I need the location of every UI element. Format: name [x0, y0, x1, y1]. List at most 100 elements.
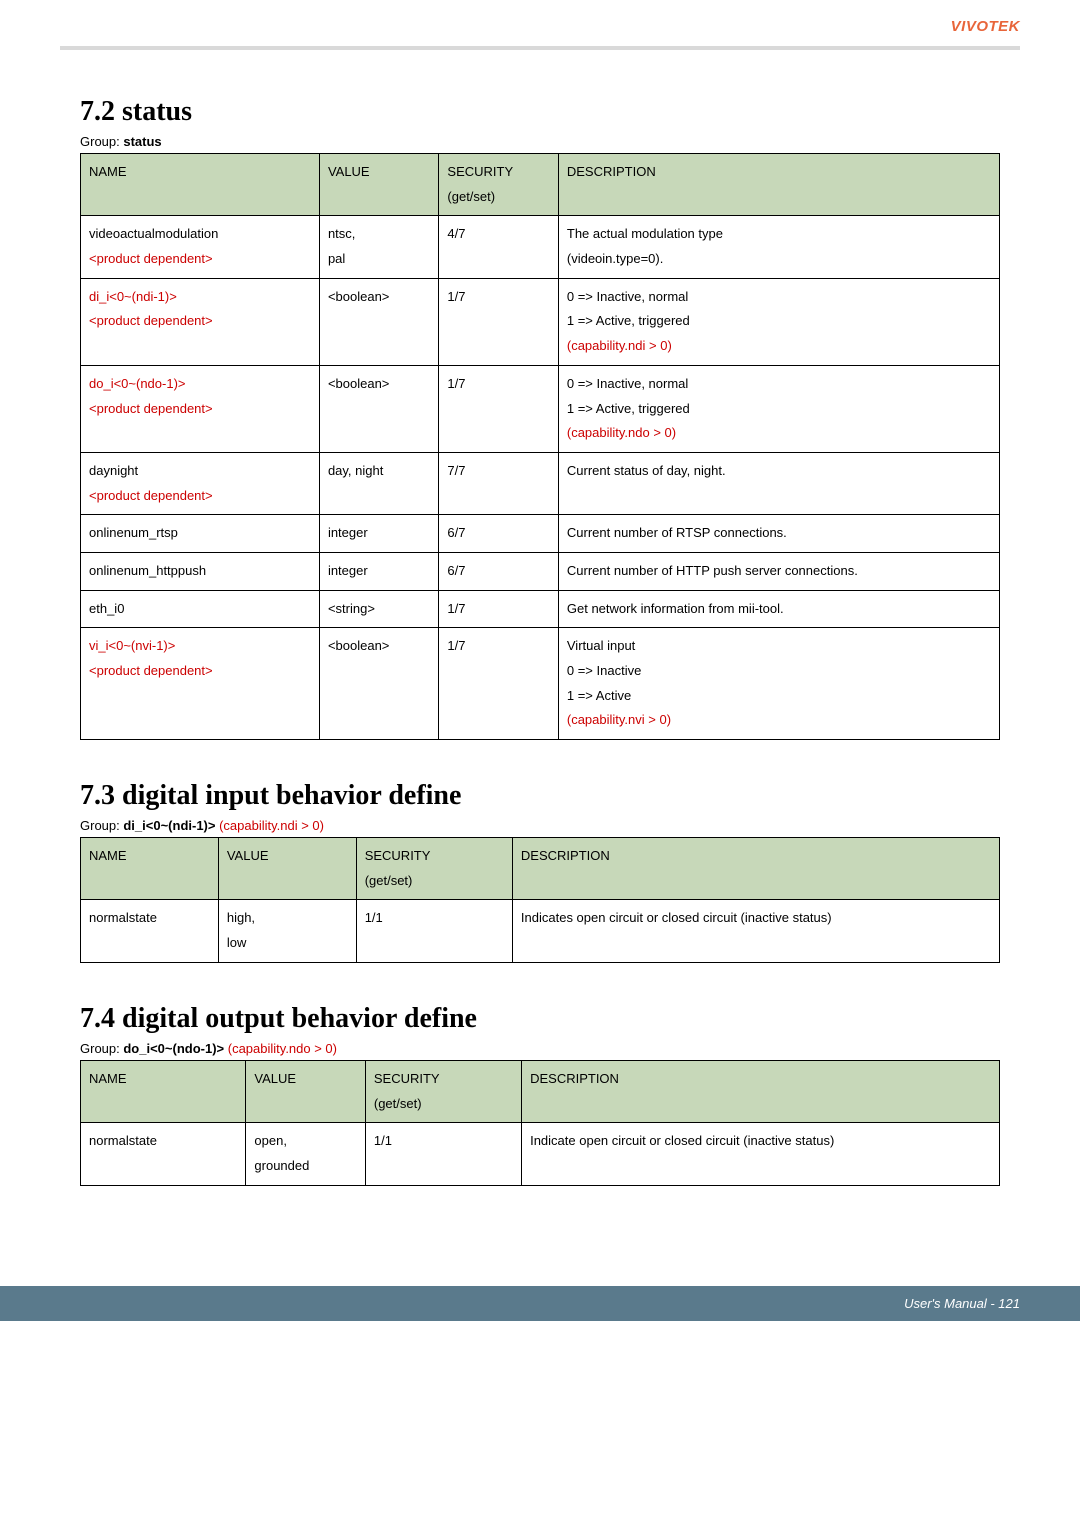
desc-line: (capability.ndi > 0) — [567, 338, 672, 353]
page-content: 7.2 status Group: status NAME VALUE SECU… — [0, 58, 1080, 1226]
cell-value: integer — [319, 515, 438, 553]
value-line: open, — [254, 1133, 287, 1148]
page-header: VIVOTEK — [0, 0, 1080, 46]
group-cond: (capability.ndo > 0) — [224, 1041, 337, 1056]
cell-desc: The actual modulation type (videoin.type… — [558, 216, 999, 278]
desc-line: 1 => Active, triggered — [567, 401, 690, 416]
cell-security: 1/7 — [439, 365, 558, 452]
col-name: NAME — [81, 154, 320, 216]
di-table: NAME VALUE SECURITY (get/set) DESCRIPTIO… — [80, 837, 1000, 963]
name-line: vi_i<0~(nvi-1)> — [89, 638, 175, 653]
cell-value: high, low — [218, 900, 356, 962]
table-row: do_i<0~(ndo-1)> <product dependent> <boo… — [81, 365, 1000, 452]
table-row: di_i<0~(ndi-1)> <product dependent> <boo… — [81, 278, 1000, 365]
status-table: NAME VALUE SECURITY (get/set) DESCRIPTIO… — [80, 153, 1000, 740]
security-sub: (get/set) — [365, 873, 413, 888]
desc-line: The actual modulation type — [567, 226, 723, 241]
security-label: SECURITY — [365, 848, 431, 863]
cell-name: onlinenum_httppush — [81, 552, 320, 590]
cell-name: do_i<0~(ndo-1)> <product dependent> — [81, 365, 320, 452]
cell-security: 6/7 — [439, 515, 558, 553]
cell-security: 7/7 — [439, 452, 558, 514]
cell-name: vi_i<0~(nvi-1)> <product dependent> — [81, 628, 320, 740]
desc-line: 0 => Inactive, normal — [567, 289, 688, 304]
cell-name: normalstate — [81, 900, 219, 962]
table-row: eth_i0 <string> 1/7 Get network informat… — [81, 590, 1000, 628]
security-label: SECURITY — [447, 164, 513, 179]
security-sub: (get/set) — [374, 1096, 422, 1111]
name-dep: <product dependent> — [89, 313, 213, 328]
table-row: onlinenum_httppush integer 6/7 Current n… — [81, 552, 1000, 590]
cell-security: 1/7 — [439, 590, 558, 628]
group-name: do_i<0~(ndo-1)> — [123, 1041, 224, 1056]
cell-desc: Get network information from mii-tool. — [558, 590, 999, 628]
table-row: normalstate high, low 1/1 Indicates open… — [81, 900, 1000, 962]
cell-value: <boolean> — [319, 628, 438, 740]
cell-security: 1/7 — [439, 278, 558, 365]
table-header-row: NAME VALUE SECURITY (get/set) DESCRIPTIO… — [81, 1060, 1000, 1122]
table-header-row: NAME VALUE SECURITY (get/set) DESCRIPTIO… — [81, 154, 1000, 216]
cell-desc: 0 => Inactive, normal 1 => Active, trigg… — [558, 278, 999, 365]
col-name: NAME — [81, 1060, 246, 1122]
cell-security: 1/1 — [365, 1123, 521, 1185]
desc-line: 0 => Inactive, normal — [567, 376, 688, 391]
cell-desc: Indicates open circuit or closed circuit… — [512, 900, 999, 962]
name-dep: <product dependent> — [89, 251, 213, 266]
cell-security: 6/7 — [439, 552, 558, 590]
security-sub: (get/set) — [447, 189, 495, 204]
cell-desc: 0 => Inactive, normal 1 => Active, trigg… — [558, 365, 999, 452]
name-dep: <product dependent> — [89, 488, 213, 503]
section-73-group: Group: di_i<0~(ndi-1)> (capability.ndi >… — [80, 818, 1000, 833]
col-value: VALUE — [319, 154, 438, 216]
name-line: do_i<0~(ndo-1)> — [89, 376, 186, 391]
cell-desc: Current number of RTSP connections. — [558, 515, 999, 553]
cell-value: <string> — [319, 590, 438, 628]
name-line: videoactualmodulation — [89, 226, 218, 241]
group-cond: (capability.ndi > 0) — [215, 818, 324, 833]
desc-line: 1 => Active — [567, 688, 631, 703]
table-row: videoactualmodulation <product dependent… — [81, 216, 1000, 278]
cell-value: ntsc, pal — [319, 216, 438, 278]
table-row: vi_i<0~(nvi-1)> <product dependent> <boo… — [81, 628, 1000, 740]
cell-desc: Virtual input 0 => Inactive 1 => Active … — [558, 628, 999, 740]
table-header-row: NAME VALUE SECURITY (get/set) DESCRIPTIO… — [81, 838, 1000, 900]
col-description: DESCRIPTION — [512, 838, 999, 900]
value-line: low — [227, 935, 247, 950]
col-value: VALUE — [218, 838, 356, 900]
table-row: daynight <product dependent> day, night … — [81, 452, 1000, 514]
cell-security: 4/7 — [439, 216, 558, 278]
col-security: SECURITY (get/set) — [439, 154, 558, 216]
section-74-group: Group: do_i<0~(ndo-1)> (capability.ndo >… — [80, 1041, 1000, 1056]
name-line: daynight — [89, 463, 138, 478]
cell-name: eth_i0 — [81, 590, 320, 628]
cell-value: <boolean> — [319, 278, 438, 365]
value-line: grounded — [254, 1158, 309, 1173]
desc-line: (capability.nvi > 0) — [567, 712, 671, 727]
cell-name: di_i<0~(ndi-1)> <product dependent> — [81, 278, 320, 365]
brand-label: VIVOTEK — [951, 18, 1020, 35]
table-row: onlinenum_rtsp integer 6/7 Current numbe… — [81, 515, 1000, 553]
desc-line: Virtual input — [567, 638, 635, 653]
section-73-title: 7.3 digital input behavior define — [80, 780, 1000, 812]
cell-name: onlinenum_rtsp — [81, 515, 320, 553]
cell-security: 1/7 — [439, 628, 558, 740]
group-prefix: Group: — [80, 818, 123, 833]
page-footer: User's Manual - 121 — [0, 1286, 1080, 1321]
col-security: SECURITY (get/set) — [356, 838, 512, 900]
cell-desc: Current status of day, night. — [558, 452, 999, 514]
do-table: NAME VALUE SECURITY (get/set) DESCRIPTIO… — [80, 1060, 1000, 1186]
cell-value: <boolean> — [319, 365, 438, 452]
desc-line: (videoin.type=0). — [567, 251, 663, 266]
cell-security: 1/1 — [356, 900, 512, 962]
section-72-group: Group: status — [80, 134, 1000, 149]
section-74-title: 7.4 digital output behavior define — [80, 1003, 1000, 1035]
cell-name: normalstate — [81, 1123, 246, 1185]
cell-desc: Current number of HTTP push server conne… — [558, 552, 999, 590]
col-name: NAME — [81, 838, 219, 900]
desc-line: 1 => Active, triggered — [567, 313, 690, 328]
group-name: di_i<0~(ndi-1)> — [123, 818, 215, 833]
name-line: di_i<0~(ndi-1)> — [89, 289, 177, 304]
value-line: ntsc, — [328, 226, 355, 241]
value-line: pal — [328, 251, 345, 266]
name-dep: <product dependent> — [89, 663, 213, 678]
